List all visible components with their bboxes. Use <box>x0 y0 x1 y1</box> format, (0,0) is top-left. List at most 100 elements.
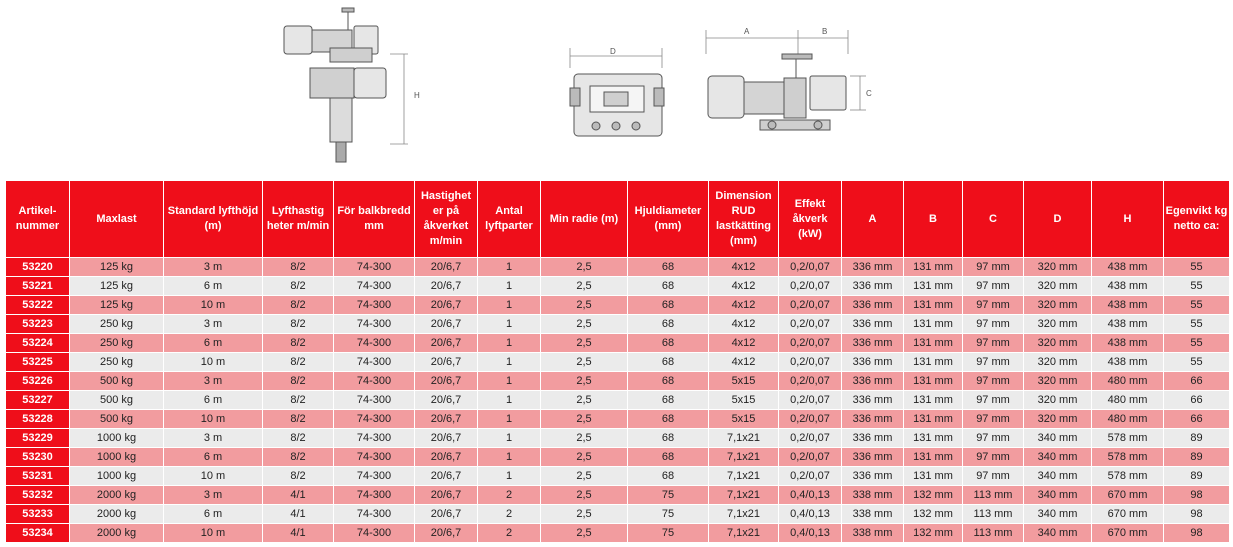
column-header: Dimension RUD lastkätting (mm) <box>708 180 779 258</box>
article-number-cell: 53222 <box>5 295 70 315</box>
table-cell: 20/6,7 <box>414 447 478 467</box>
table-cell: 131 mm <box>903 352 963 372</box>
table-cell: 132 mm <box>903 523 963 543</box>
table-row: 53224 250 kg 6 m 8/2 74-300 20/6,7 1 2,5 68 4x12 0… <box>5 333 1230 353</box>
table-cell: 55 <box>1163 314 1230 334</box>
table-cell: 5x15 <box>708 390 779 410</box>
table-cell: 2,5 <box>540 447 628 467</box>
table-cell: 131 mm <box>903 314 963 334</box>
table-cell: 125 kg <box>69 295 164 315</box>
table-cell: 3 m <box>163 485 263 505</box>
table-cell: 10 m <box>163 352 263 372</box>
article-number-cell: 53233 <box>5 504 70 524</box>
table-cell: 68 <box>627 314 709 334</box>
column-header: H <box>1091 180 1164 258</box>
table-cell: 74-300 <box>333 504 415 524</box>
table-cell: 670 mm <box>1091 504 1164 524</box>
table-row: 53221 125 kg 6 m 8/2 74-300 20/6,7 1 2,5 68 4x12 0… <box>5 276 1230 296</box>
table-cell: 438 mm <box>1091 352 1164 372</box>
table-cell: 340 mm <box>1023 466 1092 486</box>
table-cell: 74-300 <box>333 390 415 410</box>
dimension-label-c: C <box>866 89 872 98</box>
table-cell: 336 mm <box>841 447 904 467</box>
column-header: Min radie (m) <box>540 180 628 258</box>
table-cell: 74-300 <box>333 466 415 486</box>
table-cell: 4x12 <box>708 314 779 334</box>
table-cell: 1 <box>477 314 541 334</box>
table-cell: 2,5 <box>540 523 628 543</box>
article-number-cell: 53231 <box>5 466 70 486</box>
table-cell: 320 mm <box>1023 409 1092 429</box>
product-drawings: H D A <box>0 0 1233 178</box>
table-cell: 6 m <box>163 504 263 524</box>
table-cell: 75 <box>627 523 709 543</box>
article-number-cell: 53232 <box>5 485 70 505</box>
article-number-cell: 53227 <box>5 390 70 410</box>
table-cell: 2,5 <box>540 390 628 410</box>
table-cell: 1000 kg <box>69 466 164 486</box>
article-number-cell: 53224 <box>5 333 70 353</box>
table-cell: 131 mm <box>903 257 963 277</box>
table-cell: 336 mm <box>841 295 904 315</box>
table-cell: 1 <box>477 352 541 372</box>
table-cell: 1 <box>477 276 541 296</box>
table-cell: 0,4/0,13 <box>778 485 842 505</box>
table-cell: 125 kg <box>69 276 164 296</box>
table-cell: 4x12 <box>708 352 779 372</box>
table-cell: 68 <box>627 409 709 429</box>
table-cell: 113 mm <box>962 504 1024 524</box>
table-cell: 2000 kg <box>69 523 164 543</box>
table-cell: 74-300 <box>333 276 415 296</box>
table-cell: 3 m <box>163 314 263 334</box>
table-cell: 98 <box>1163 523 1230 543</box>
table-cell: 131 mm <box>903 409 963 429</box>
table-cell: 480 mm <box>1091 409 1164 429</box>
table-cell: 336 mm <box>841 409 904 429</box>
table-cell: 113 mm <box>962 523 1024 543</box>
table-cell: 125 kg <box>69 257 164 277</box>
table-cell: 2,5 <box>540 257 628 277</box>
table-cell: 2,5 <box>540 485 628 505</box>
table-cell: 336 mm <box>841 257 904 277</box>
table-cell: 8/2 <box>262 352 334 372</box>
table-cell: 338 mm <box>841 485 904 505</box>
table-cell: 7,1x21 <box>708 428 779 448</box>
table-cell: 97 mm <box>962 257 1024 277</box>
hoist-front-view-drawing: H <box>283 7 420 163</box>
table-cell: 320 mm <box>1023 371 1092 391</box>
table-cell: 98 <box>1163 485 1230 505</box>
table-cell: 500 kg <box>69 390 164 410</box>
table-cell: 55 <box>1163 333 1230 353</box>
table-cell: 1 <box>477 333 541 353</box>
table-row: 53233 2000 kg 6 m 4/1 74-300 20/6,7 2 2,5 75 7,1x… <box>5 504 1230 524</box>
table-cell: 68 <box>627 352 709 372</box>
table-cell: 98 <box>1163 504 1230 524</box>
table-cell: 438 mm <box>1091 333 1164 353</box>
table-cell: 20/6,7 <box>414 390 478 410</box>
table-cell: 500 kg <box>69 409 164 429</box>
table-row: 53227 500 kg 6 m 8/2 74-300 20/6,7 1 2,5 68 5x15 0… <box>5 390 1230 410</box>
table-cell: 2,5 <box>540 428 628 448</box>
table-row: 53229 1000 kg 3 m 8/2 74-300 20/6,7 1 2,5 68 7,1x… <box>5 428 1230 448</box>
table-cell: 578 mm <box>1091 428 1164 448</box>
table-cell: 7,1x21 <box>708 504 779 524</box>
table-cell: 68 <box>627 428 709 448</box>
table-cell: 8/2 <box>262 295 334 315</box>
table-cell: 66 <box>1163 390 1230 410</box>
table-cell: 320 mm <box>1023 333 1092 353</box>
table-cell: 670 mm <box>1091 523 1164 543</box>
table-cell: 0,2/0,07 <box>778 257 842 277</box>
table-cell: 4/1 <box>262 523 334 543</box>
table-cell: 0,2/0,07 <box>778 466 842 486</box>
table-cell: 340 mm <box>1023 504 1092 524</box>
table-cell: 438 mm <box>1091 314 1164 334</box>
table-cell: 4x12 <box>708 295 779 315</box>
table-cell: 438 mm <box>1091 295 1164 315</box>
table-cell: 4/1 <box>262 504 334 524</box>
table-cell: 8/2 <box>262 257 334 277</box>
table-row: 53223 250 kg 3 m 8/2 74-300 20/6,7 1 2,5 68 4x12 0… <box>5 314 1230 334</box>
table-cell: 74-300 <box>333 257 415 277</box>
article-number-cell: 53228 <box>5 409 70 429</box>
table-cell: 97 mm <box>962 276 1024 296</box>
table-cell: 2,5 <box>540 333 628 353</box>
